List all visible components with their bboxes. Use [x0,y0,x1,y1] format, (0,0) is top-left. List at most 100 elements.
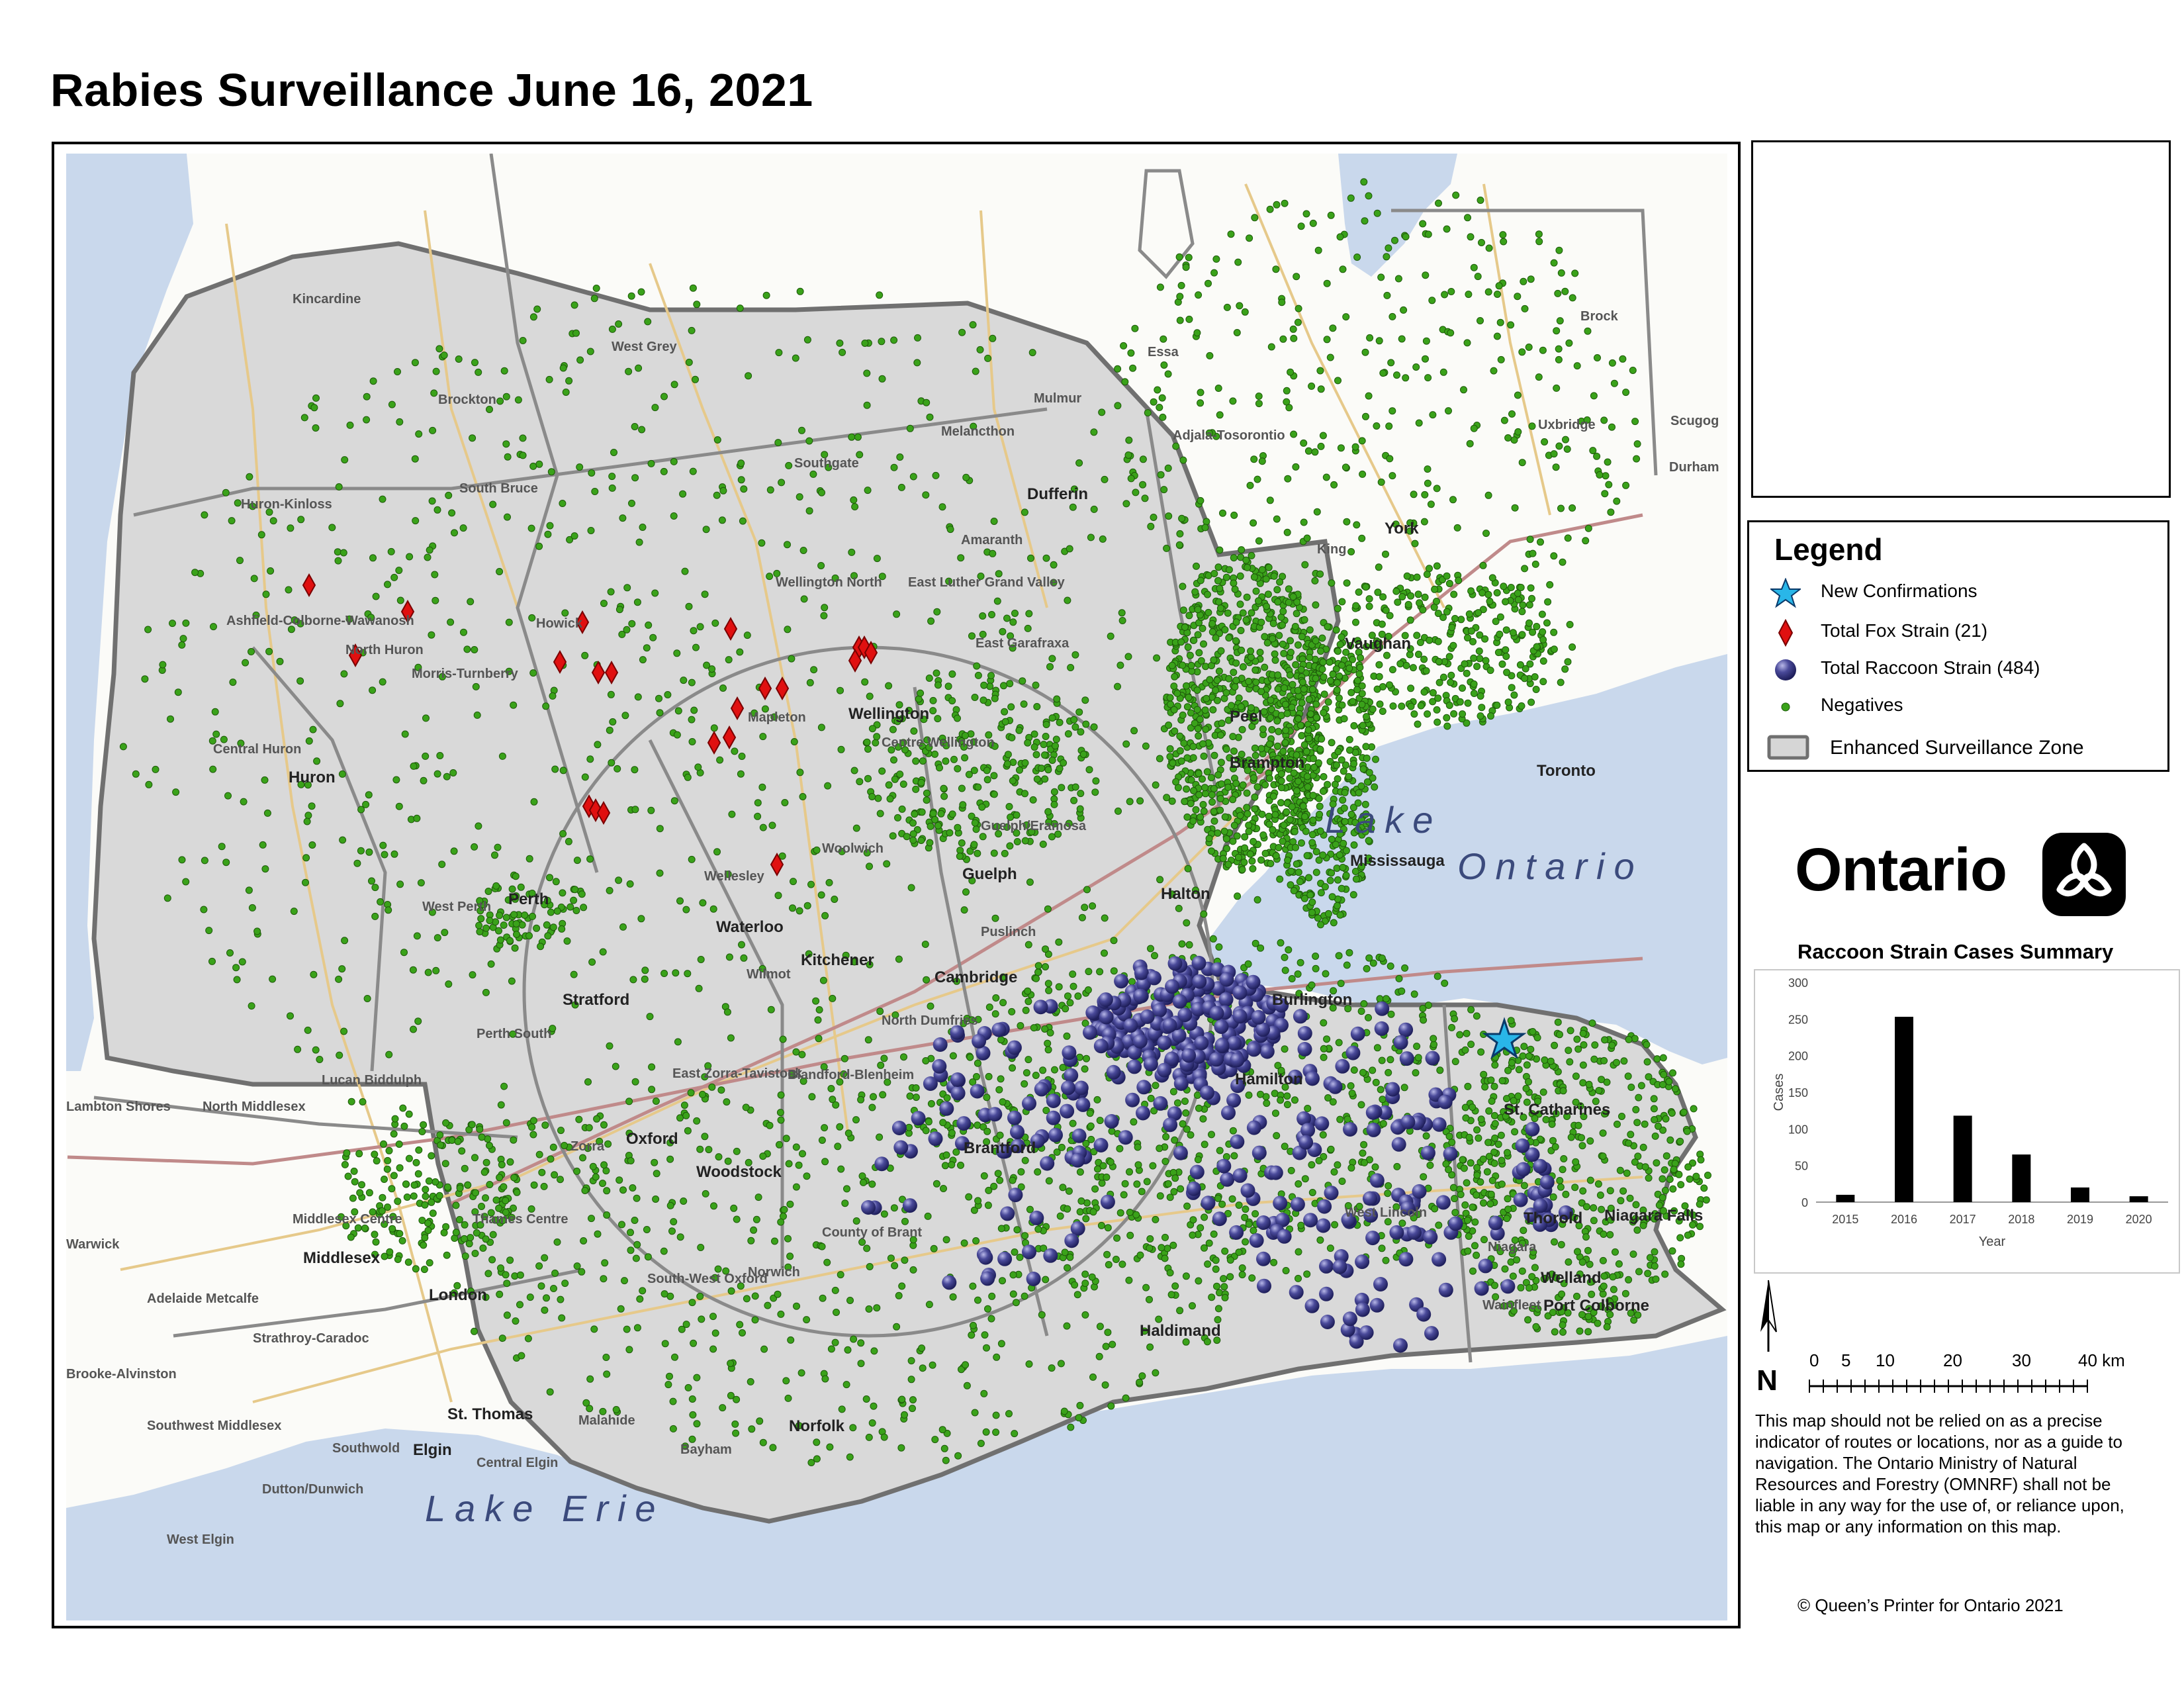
negative-dot [1179,583,1187,590]
negative-dot [1245,677,1253,685]
negative-dot [1590,1204,1598,1212]
negative-dot [1407,702,1415,710]
negative-dot [1236,812,1244,820]
negative-dot [1179,661,1187,669]
negative-dot [1083,886,1091,894]
negative-dot [212,730,220,738]
negative-dot [1152,1369,1160,1377]
negative-dot [839,348,846,356]
negative-dot [737,459,745,467]
negative-dot [1627,1084,1635,1091]
negative-dot [1569,643,1576,651]
negative-dot [242,659,250,667]
negative-dot [368,877,375,885]
negative-dot [1359,1068,1367,1076]
negative-dot [1477,1048,1485,1056]
negative-dot [1499,231,1507,239]
negative-dot [798,1051,806,1058]
negative-dot [1430,1041,1437,1049]
negative-dot [1102,1342,1110,1350]
negative-dot [1564,534,1572,542]
negative-dot [1348,1090,1356,1098]
negative-dot [1272,265,1280,273]
negative-dot [1187,776,1195,784]
negative-dot [679,490,687,498]
negative-dot [838,1405,846,1413]
negative-dot [814,1016,822,1024]
negative-dot [1525,619,1533,627]
negative-dot [1309,792,1317,800]
negative-dot [1281,739,1289,747]
map-frame[interactable]: Kincardine West Grey Essa Brock Mulmur Melanc… [52,142,1741,1628]
negative-dot [1287,1166,1295,1174]
negative-dot [1504,434,1512,442]
negative-dot [1042,1276,1050,1284]
negative-dot [973,662,981,670]
negative-dot [1326,353,1334,361]
negative-dot [1483,1168,1491,1176]
negative-dot [1366,334,1374,342]
negative-dot [670,457,678,465]
negative-dot [608,484,616,492]
negative-dot [711,1329,719,1337]
negative-dot [1382,606,1390,614]
negative-dot [966,1053,974,1061]
negative-dot [411,359,419,367]
negative-dot [1557,269,1565,277]
negative-dot [1561,287,1569,295]
negative-dot [1154,386,1161,394]
negative-dot [296,620,304,628]
negative-dot [1334,679,1341,686]
negative-dot [1158,1244,1165,1252]
negative-dot [1334,876,1342,884]
negative-dot [649,633,657,641]
negative-dot [1626,1194,1634,1202]
negative-dot [1465,1133,1473,1141]
negative-dot [508,885,516,893]
negative-dot [1350,841,1358,849]
negative-dot [915,695,923,703]
negative-dot [1081,696,1089,704]
negative-dot [395,1141,403,1148]
negative-dot [1242,1238,1250,1246]
negative-dot [1052,735,1060,743]
negative-dot [1470,424,1478,432]
negative-dot [1005,1410,1013,1418]
negative-dot [1475,1134,1482,1142]
negative-dot [799,793,807,800]
negative-dot [440,352,448,359]
negative-dot [1238,546,1246,554]
negative-dot [455,1216,463,1223]
negative-dot [1498,1077,1506,1085]
negative-dot [1619,355,1627,363]
negative-dot [854,433,862,441]
negative-dot [1571,269,1579,277]
negative-dot [1250,573,1258,581]
negative-dot [1271,811,1279,819]
map-title: Rabies Surveillance June 16, 2021 [50,64,813,116]
negative-dot [1443,608,1451,616]
negative-dot [761,705,769,713]
negative-dot [756,1417,764,1425]
negative-dot [889,832,897,840]
negative-dot [1124,451,1132,459]
negative-dot [1497,355,1505,363]
negative-dot [1131,324,1139,332]
negative-dot [201,511,208,519]
negative-dot [1434,610,1442,618]
negative-dot [1473,1012,1480,1020]
negative-dot [681,567,689,575]
negative-dot [1227,230,1235,238]
negative-dot [876,1008,884,1015]
negative-dot [445,491,453,499]
negative-dot [371,1231,379,1239]
negative-dot [566,536,574,543]
negative-dot [627,292,635,300]
negative-dot [1190,787,1197,794]
negative-dot [1013,838,1021,845]
negative-dot [1531,560,1539,568]
negative-dot [1096,1323,1104,1331]
negative-dot [1306,626,1314,634]
negative-dot [1605,481,1613,489]
